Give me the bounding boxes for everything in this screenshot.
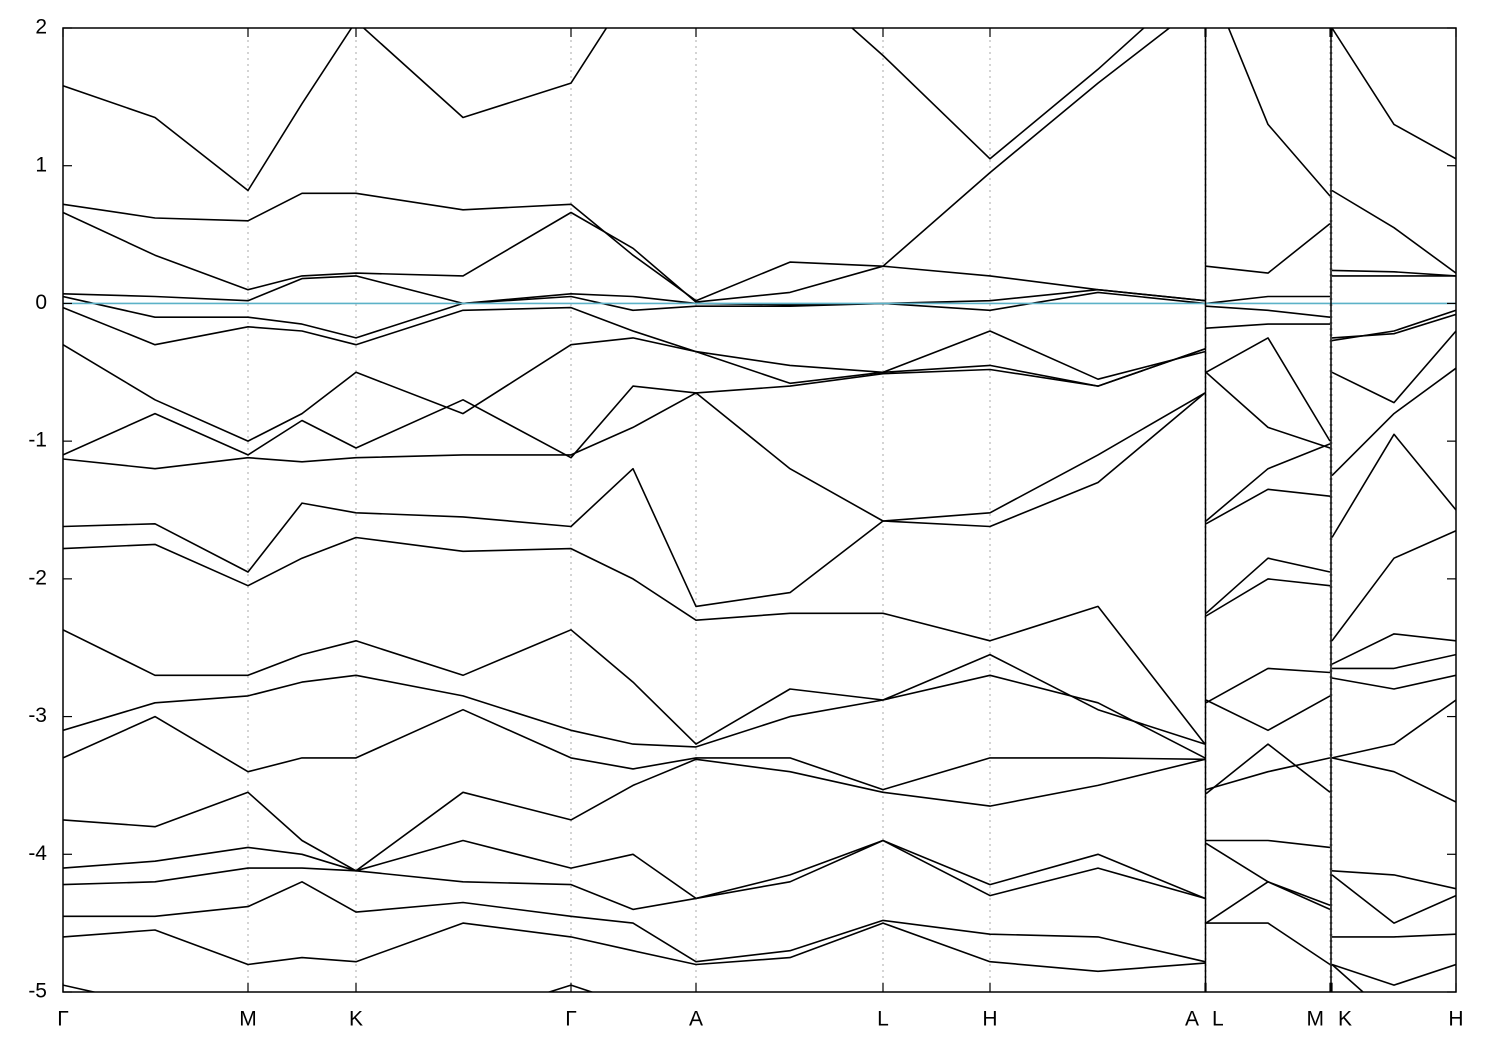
band-line [63,629,1456,745]
x-tick-label: A [689,1008,703,1031]
y-tick-label: -4 [28,842,47,865]
x-tick-label: L [877,1008,889,1031]
band-line [63,275,1456,318]
x-tick-label: L [1212,1008,1224,1031]
x-tick-label: Γ [565,1008,577,1031]
y-tick-label: -1 [28,429,47,452]
band-line [63,699,1456,791]
band-line [63,306,1456,442]
x-tick-label: M [239,1008,257,1031]
x-tick-label: M [1307,1008,1325,1031]
band-line [63,28,1456,274]
x-tick-label: H [982,1008,997,1031]
y-tick-label: 2 [35,16,47,39]
y-tick-label: -2 [28,566,47,589]
plot-area [63,28,1456,992]
x-tick-label: K [349,1008,363,1031]
y-tick-label: 1 [35,153,47,176]
y-tick-label: -3 [28,704,47,727]
y-tick-label: -5 [28,980,47,1003]
y-tick-label: 0 [35,291,47,314]
band-line [63,743,1456,872]
x-tick-label: K [1338,1008,1352,1031]
band-line [63,922,1456,986]
band-line [63,330,1456,449]
x-tick-label: H [1448,1008,1463,1031]
band-line [63,392,1456,642]
band-line [63,881,1456,963]
band-line [63,839,1456,924]
x-tick-label: Γ [57,1008,69,1031]
band-line [63,839,1456,900]
band-line [63,963,1365,992]
x-tick-label: A [1185,1008,1199,1031]
band-line [63,211,1456,305]
plot-frame [62,27,1457,993]
band-line [63,392,1456,538]
band-line [63,348,1456,522]
band-line [63,536,1456,745]
band-line [63,674,1456,759]
